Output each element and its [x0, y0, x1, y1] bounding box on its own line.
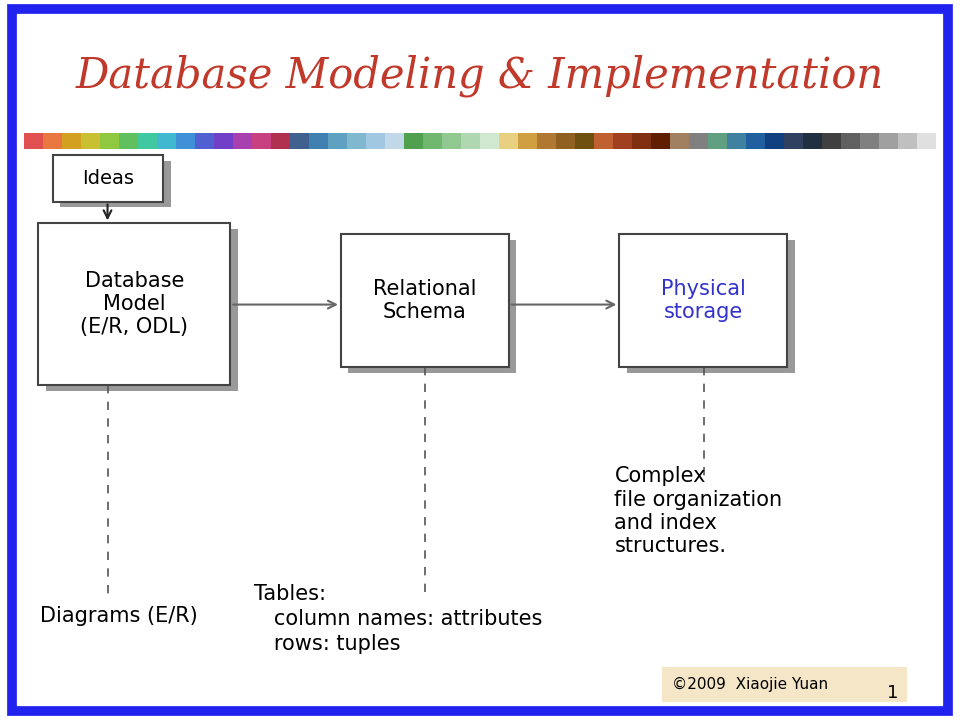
- Text: Tables:: Tables:: [254, 584, 326, 604]
- Bar: [62, 133, 81, 149]
- Bar: [366, 133, 385, 149]
- Bar: [784, 133, 803, 149]
- Bar: [917, 133, 936, 149]
- Bar: [651, 133, 670, 149]
- Bar: [38, 223, 230, 385]
- Bar: [575, 133, 594, 149]
- Bar: [537, 133, 556, 149]
- Bar: [348, 240, 516, 373]
- Bar: [670, 133, 689, 149]
- Text: rows: tuples: rows: tuples: [254, 634, 401, 654]
- Bar: [46, 229, 238, 391]
- Bar: [328, 133, 347, 149]
- Text: Ideas: Ideas: [82, 168, 134, 188]
- Bar: [119, 133, 138, 149]
- Bar: [480, 133, 499, 149]
- Text: Database Modeling & Implementation: Database Modeling & Implementation: [76, 54, 884, 97]
- Bar: [100, 133, 119, 149]
- Bar: [518, 133, 537, 149]
- Bar: [214, 133, 233, 149]
- Text: Diagrams (E/R): Diagrams (E/R): [40, 606, 198, 626]
- Bar: [619, 234, 787, 367]
- Text: column names: attributes: column names: attributes: [254, 609, 542, 629]
- Bar: [689, 133, 708, 149]
- Bar: [822, 133, 841, 149]
- Bar: [727, 133, 746, 149]
- Bar: [341, 234, 509, 367]
- Text: Relational
Schema: Relational Schema: [373, 279, 476, 323]
- Bar: [309, 133, 328, 149]
- Bar: [556, 133, 575, 149]
- Bar: [138, 133, 157, 149]
- Bar: [195, 133, 214, 149]
- Bar: [43, 133, 62, 149]
- Bar: [347, 133, 366, 149]
- Bar: [746, 133, 765, 149]
- Bar: [662, 667, 907, 702]
- Bar: [632, 133, 651, 149]
- Text: 1: 1: [887, 684, 899, 701]
- Bar: [708, 133, 727, 149]
- Bar: [24, 133, 43, 149]
- Bar: [860, 133, 879, 149]
- Bar: [841, 133, 860, 149]
- Bar: [81, 133, 100, 149]
- Bar: [271, 133, 290, 149]
- Bar: [879, 133, 898, 149]
- Bar: [53, 155, 163, 202]
- Bar: [385, 133, 404, 149]
- Text: Physical
storage: Physical storage: [660, 279, 746, 323]
- Bar: [499, 133, 518, 149]
- Bar: [233, 133, 252, 149]
- Bar: [423, 133, 442, 149]
- Bar: [442, 133, 461, 149]
- Bar: [613, 133, 632, 149]
- Text: Database
Model
(E/R, ODL): Database Model (E/R, ODL): [81, 271, 188, 338]
- Bar: [898, 133, 917, 149]
- Bar: [627, 240, 795, 373]
- Bar: [765, 133, 784, 149]
- Bar: [290, 133, 309, 149]
- Bar: [461, 133, 480, 149]
- Bar: [60, 161, 171, 207]
- Bar: [252, 133, 271, 149]
- Text: ©2009  Xiaojie Yuan: ©2009 Xiaojie Yuan: [672, 678, 828, 692]
- Bar: [157, 133, 176, 149]
- Bar: [404, 133, 423, 149]
- Bar: [594, 133, 613, 149]
- Bar: [803, 133, 822, 149]
- Bar: [176, 133, 195, 149]
- Text: Complex
file organization
and index
structures.: Complex file organization and index stru…: [614, 467, 782, 556]
